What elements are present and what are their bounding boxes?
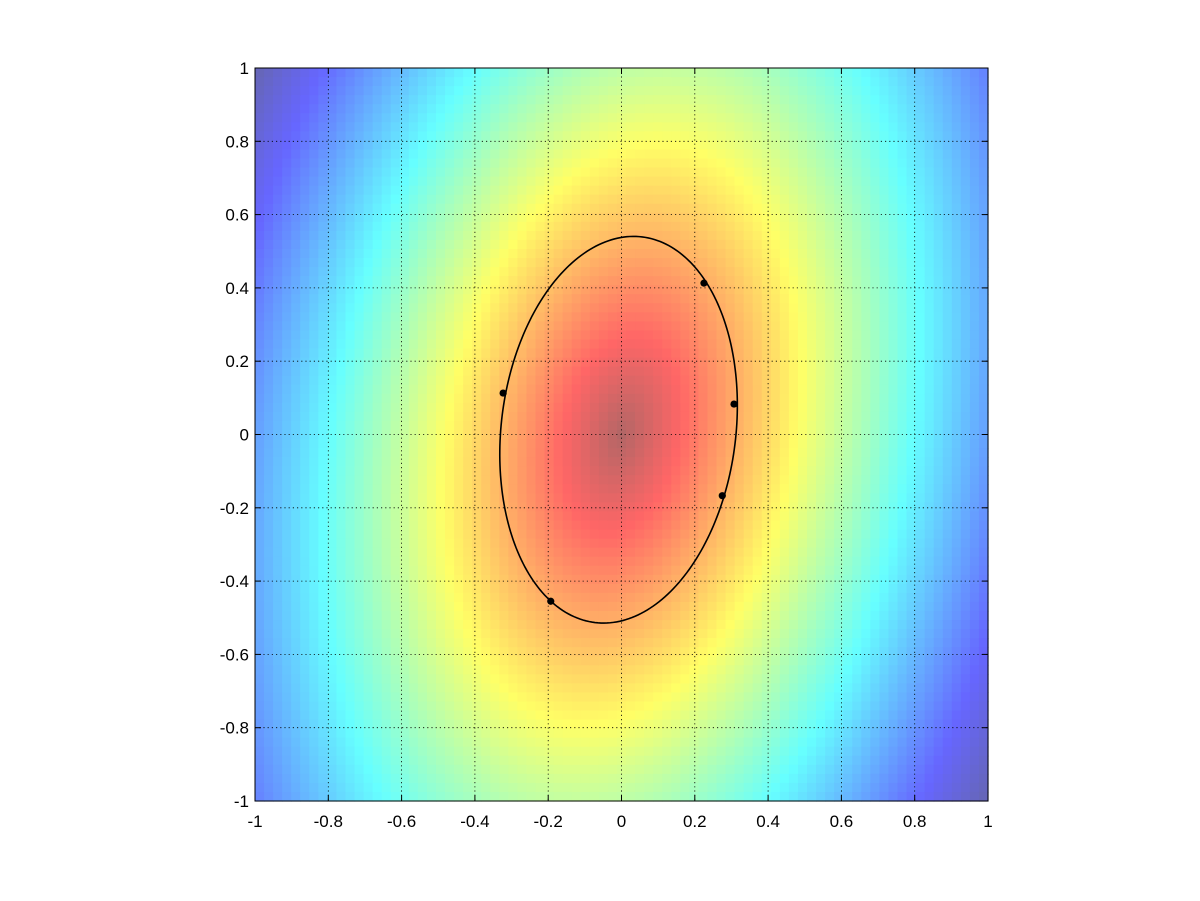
axis-ticks xyxy=(254,67,989,802)
y-tick-label: 0 xyxy=(240,426,249,445)
data-point xyxy=(499,389,507,397)
x-tick-label: 0.2 xyxy=(683,812,707,831)
data-points xyxy=(499,279,738,605)
y-tick-label: -0.4 xyxy=(220,572,249,591)
fitted-ellipse xyxy=(498,235,739,624)
y-tick-label: -0.6 xyxy=(220,645,249,664)
y-tick-label: -1 xyxy=(234,792,249,811)
x-tick-label: 0.4 xyxy=(756,812,780,831)
x-tick-labels: -1 -0.8 -0.6 -0.4 -0.2 0 0.2 0.4 0.6 0.8 1 xyxy=(247,812,992,831)
data-point xyxy=(730,400,738,408)
x-tick-label: 1 xyxy=(983,812,992,831)
y-tick-label: -0.8 xyxy=(220,719,249,738)
x-tick-label: 0.6 xyxy=(830,812,854,831)
x-tick-label: -0.6 xyxy=(387,812,416,831)
x-tick-label: -1 xyxy=(247,812,262,831)
x-tick-label: 0.8 xyxy=(903,812,927,831)
y-tick-label: 1 xyxy=(240,59,249,78)
x-tick-label: 0 xyxy=(617,812,626,831)
y-tick-label: 0.4 xyxy=(225,279,249,298)
x-tick-label: -0.8 xyxy=(314,812,343,831)
x-tick-label: -0.2 xyxy=(534,812,563,831)
x-tick-label: -0.4 xyxy=(460,812,489,831)
data-point xyxy=(718,492,726,500)
data-point xyxy=(547,597,555,605)
y-tick-label: -0.2 xyxy=(220,499,249,518)
heatmap-field xyxy=(255,68,989,802)
grid-lines xyxy=(255,68,988,801)
y-tick-label: 0.2 xyxy=(225,352,249,371)
y-tick-label: 0.6 xyxy=(225,206,249,225)
data-point xyxy=(700,279,708,287)
y-tick-labels: -1 -0.8 -0.6 -0.4 -0.2 0 0.2 0.4 0.6 0.8 1 xyxy=(220,59,249,811)
y-tick-label: 0.8 xyxy=(225,132,249,151)
